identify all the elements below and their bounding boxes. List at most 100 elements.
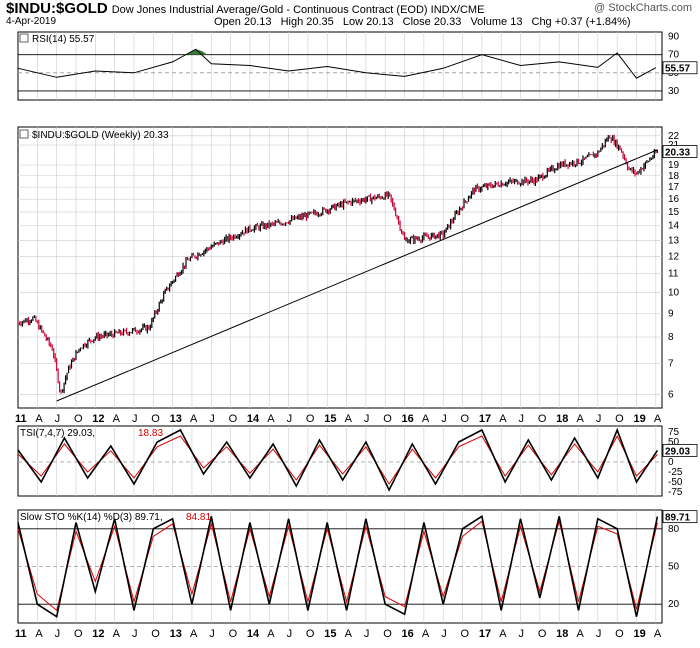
price-y-tick-label: 12 xyxy=(668,251,680,262)
price-x-tick-label: J xyxy=(287,413,293,425)
stochastic-x-tick-label: O xyxy=(615,628,624,640)
rsi-last-value: 55.57 xyxy=(665,64,690,75)
stochastic-x-tick-label: J xyxy=(209,628,215,640)
price-trendline xyxy=(56,149,658,402)
price-x-tick-label: 13 xyxy=(170,413,182,425)
stochastic-x-tick-label: A xyxy=(267,628,275,640)
stochastic-x-tick-label: A xyxy=(577,628,585,640)
stochastic-x-tick-label: A xyxy=(113,628,121,640)
change-value: Chg +0.37 (+1.84%) xyxy=(531,16,631,28)
rsi-y-tick-label: 30 xyxy=(668,86,680,97)
stochastic-x-tick-label: O xyxy=(461,628,470,640)
price-x-tick-label: O xyxy=(383,413,392,425)
price-x-tick-label: A xyxy=(267,413,275,425)
rsi-y-tick-label: 90 xyxy=(668,32,680,43)
price-y-tick-label: 13 xyxy=(668,235,680,246)
price-x-tick-label: J xyxy=(209,413,215,425)
panel-frame-tsi xyxy=(17,425,663,497)
chart-date: 4-Apr-2019 xyxy=(6,16,57,27)
stochastic-x-tick-label: J xyxy=(287,628,293,640)
copyright-notice: @ StockCharts.com xyxy=(594,2,692,14)
rsi-label: RSI(14) 55.57 xyxy=(32,34,95,45)
tsi-signal-line xyxy=(17,434,658,485)
stochastic-signal-label: 84.81 xyxy=(186,512,211,523)
price-x-tick-label: J xyxy=(364,413,370,425)
price-y-tick-label: 6 xyxy=(668,389,674,400)
stochastic-x-tick-label: 13 xyxy=(170,628,182,640)
stochastic-x-tick-label: A xyxy=(35,628,43,640)
price-x-tick-label: 18 xyxy=(556,413,568,425)
tsi-y-tick-label: 50 xyxy=(668,437,680,448)
stochastic-x-tick-label: 16 xyxy=(402,628,414,640)
price-x-tick-label: A xyxy=(35,413,43,425)
price-x-tick-label: 12 xyxy=(92,413,104,425)
price-y-tick-label: 15 xyxy=(668,207,680,218)
price-x-tick-label: J xyxy=(55,413,61,425)
tsi-y-tick-label: 75 xyxy=(668,427,680,438)
price-x-tick-label: O xyxy=(74,413,83,425)
rsi-legend-swatch xyxy=(19,33,29,43)
chart-header: $INDU:$GOLD Dow Jones Industrial Average/… xyxy=(6,0,484,18)
price-x-tick-label: O xyxy=(151,413,160,425)
rsi-overbought-fill xyxy=(186,49,208,55)
stochastic-label: Slow STO %K(14) %D(3) 89.71, xyxy=(20,512,163,523)
price-legend-swatch xyxy=(19,129,29,139)
price-y-tick-label: 14 xyxy=(668,221,680,232)
tsi-y-tick-label: -25 xyxy=(668,467,683,478)
price-x-tick-label: 19 xyxy=(633,413,645,425)
price-x-tick-label: A xyxy=(654,413,662,425)
stochastic-x-tick-label: O xyxy=(151,628,160,640)
close-value: Close 20.33 xyxy=(402,16,462,28)
stochastic-last-value: 89.71 xyxy=(665,513,690,524)
price-y-tick-label: 17 xyxy=(668,182,680,193)
stochastic-x-tick-label: J xyxy=(596,628,602,640)
stochastic-x-tick-label: 11 xyxy=(15,628,27,640)
low-value: Low 20.13 xyxy=(342,16,394,28)
price-x-tick-label: A xyxy=(113,413,121,425)
price-x-tick-label: 16 xyxy=(402,413,414,425)
price-y-tick-label: 10 xyxy=(668,288,680,299)
stochastic-last-value-box xyxy=(662,510,698,524)
panel-frame-rsi xyxy=(17,31,663,101)
rsi-line xyxy=(17,48,657,79)
tsi-y-tick-label: -50 xyxy=(668,477,683,488)
price-x-tick-label: O xyxy=(461,413,470,425)
ohlc-summary: Open 20.13 High 20.35 Low 20.13 Close 20… xyxy=(214,16,631,28)
price-label: $INDU:$GOLD (Weekly) 20.33 xyxy=(32,130,169,141)
price-last-value: 20.33 xyxy=(665,148,690,159)
stochastic-x-tick-label: 18 xyxy=(556,628,568,640)
tsi-y-tick-label: -75 xyxy=(668,487,683,498)
price-y-tick-label: 19 xyxy=(668,160,680,171)
price-x-tick-label: J xyxy=(519,413,525,425)
price-y-tick-label: 7 xyxy=(668,359,674,370)
tsi-label: TSI(7,4,7) 29.03, xyxy=(20,428,95,439)
tsi-signal-label: 18.83 xyxy=(138,428,163,439)
stochastic-x-tick-label: 17 xyxy=(479,628,491,640)
price-x-tick-label: 17 xyxy=(479,413,491,425)
stochastic-x-tick-label: J xyxy=(519,628,525,640)
price-x-tick-label: O xyxy=(615,413,624,425)
stochastic-x-tick-label: 15 xyxy=(324,628,336,640)
price-x-tick-label: A xyxy=(190,413,198,425)
price-last-value-box xyxy=(662,145,698,158)
tsi-last-value: 29.03 xyxy=(665,446,690,457)
stochastic-x-tick-label: O xyxy=(229,628,238,640)
symbol-title: $INDU:$GOLD xyxy=(6,0,108,17)
price-y-tick-label: 9 xyxy=(668,309,674,320)
price-y-tick-label: 11 xyxy=(668,269,679,280)
panel-frame-price xyxy=(17,126,663,409)
stochastic-x-tick-label: O xyxy=(74,628,83,640)
symbol-description: Dow Jones Industrial Average/Gold - Cont… xyxy=(111,4,485,16)
stochastic-y-tick-label: 20 xyxy=(668,599,680,610)
price-x-tick-label: J xyxy=(596,413,602,425)
price-x-tick-label: A xyxy=(577,413,585,425)
stochastic-x-tick-label: J xyxy=(441,628,447,640)
stochastic-x-tick-label: 14 xyxy=(247,628,260,640)
price-x-tick-label: A xyxy=(499,413,507,425)
stochastic-x-tick-label: A xyxy=(422,628,430,640)
rsi-last-value-box xyxy=(662,61,698,75)
stochastic-x-tick-label: 19 xyxy=(633,628,645,640)
price-x-tick-label: 14 xyxy=(247,413,260,425)
price-y-tick-label: 8 xyxy=(668,332,674,343)
stochastic-x-tick-label: A xyxy=(190,628,198,640)
